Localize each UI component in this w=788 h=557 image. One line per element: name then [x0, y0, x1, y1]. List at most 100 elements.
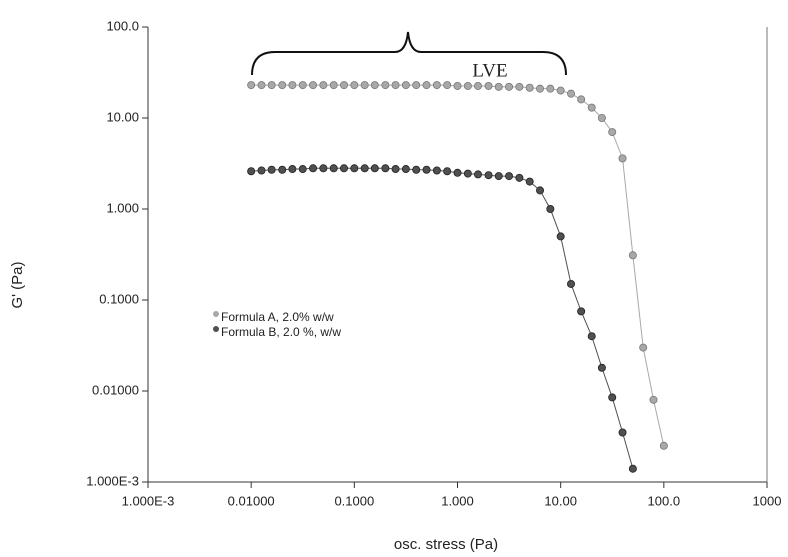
legend-label: Formula B, 2.0 %, w/w: [221, 325, 341, 339]
data-point: [360, 81, 369, 90]
x-tick-label: 1.000: [441, 493, 474, 508]
data-point: [288, 165, 297, 174]
data-point: [257, 166, 266, 175]
data-point: [608, 128, 617, 137]
data-point: [649, 395, 658, 404]
y-tick-label: 1.000E-3: [86, 473, 139, 488]
data-point: [329, 164, 338, 173]
data-point: [381, 81, 390, 90]
data-point: [505, 82, 514, 91]
data-point: [339, 81, 348, 90]
data-point: [556, 86, 565, 95]
data-point: [587, 103, 596, 112]
data-point: [381, 164, 390, 173]
data-point: [309, 81, 318, 90]
data-point: [247, 81, 256, 90]
data-point: [329, 81, 338, 90]
data-point: [401, 81, 410, 90]
data-point: [463, 81, 472, 90]
data-point: [339, 164, 348, 173]
data-point: [618, 154, 627, 163]
series-line: [251, 84, 665, 446]
data-point: [567, 279, 576, 288]
x-axis-label: osc. stress (Pa): [394, 536, 498, 553]
data-point: [370, 81, 379, 90]
data-point: [525, 83, 534, 92]
annotation: LVE: [472, 60, 507, 81]
x-tick-label: 10.00: [544, 493, 577, 508]
data-point: [422, 165, 431, 174]
data-point: [597, 114, 606, 123]
data-point: [298, 81, 307, 90]
data-point: [412, 81, 421, 90]
lve-brace: [251, 31, 567, 76]
data-point: [494, 172, 503, 181]
data-point: [412, 165, 421, 174]
data-point: [267, 165, 276, 174]
data-point: [597, 363, 606, 372]
data-point: [267, 81, 276, 90]
data-point: [536, 84, 545, 93]
data-point: [577, 307, 586, 316]
data-point: [484, 81, 493, 90]
data-point: [577, 95, 586, 104]
data-point: [391, 165, 400, 174]
legend-label: Formula A, 2.0% w/w: [221, 310, 334, 324]
data-point: [556, 232, 565, 241]
data-point: [360, 164, 369, 173]
data-point: [494, 82, 503, 91]
data-point: [350, 81, 359, 90]
data-point: [401, 165, 410, 174]
x-tick-label: 1000: [753, 493, 782, 508]
data-point: [278, 165, 287, 174]
data-point: [370, 164, 379, 173]
data-point: [453, 168, 462, 177]
x-tick-label: 1.000E-3: [122, 493, 175, 508]
data-point: [309, 164, 318, 173]
data-point: [628, 251, 637, 260]
data-point: [546, 204, 555, 213]
data-point: [515, 173, 524, 182]
data-point: [659, 441, 668, 450]
data-point: [350, 164, 359, 173]
data-point: [319, 81, 328, 90]
data-point: [639, 343, 648, 352]
data-point: [298, 165, 307, 174]
data-point: [473, 81, 482, 90]
data-point: [628, 464, 637, 473]
x-tick-label: 0.1000: [334, 493, 374, 508]
data-point: [618, 428, 627, 437]
data-point: [505, 172, 514, 181]
data-point: [587, 332, 596, 341]
y-tick-label: 100.0: [106, 18, 139, 33]
y-tick-label: 1.000: [106, 200, 139, 215]
data-point: [422, 81, 431, 90]
data-point: [515, 82, 524, 91]
y-tick-label: 10.00: [106, 109, 139, 124]
data-point: [608, 393, 617, 402]
data-point: [525, 177, 534, 186]
data-point: [546, 84, 555, 93]
data-point: [453, 81, 462, 90]
data-point: [443, 81, 452, 90]
x-tick-label: 100.0: [648, 493, 681, 508]
data-point: [247, 167, 256, 176]
data-point: [391, 81, 400, 90]
data-point: [443, 167, 452, 176]
data-point: [484, 171, 493, 180]
data-point: [432, 81, 441, 90]
data-point: [473, 170, 482, 179]
x-tick-label: 0.01000: [228, 493, 275, 508]
data-point: [319, 164, 328, 173]
data-point: [432, 166, 441, 175]
y-axis-label: G' (Pa): [9, 261, 26, 308]
legend-marker: [213, 311, 219, 317]
data-point: [257, 81, 266, 90]
data-point: [567, 89, 576, 98]
data-point: [288, 81, 297, 90]
data-point: [278, 81, 287, 90]
data-point: [536, 186, 545, 195]
y-tick-label: 0.1000: [99, 291, 139, 306]
y-tick-label: 0.01000: [92, 382, 139, 397]
